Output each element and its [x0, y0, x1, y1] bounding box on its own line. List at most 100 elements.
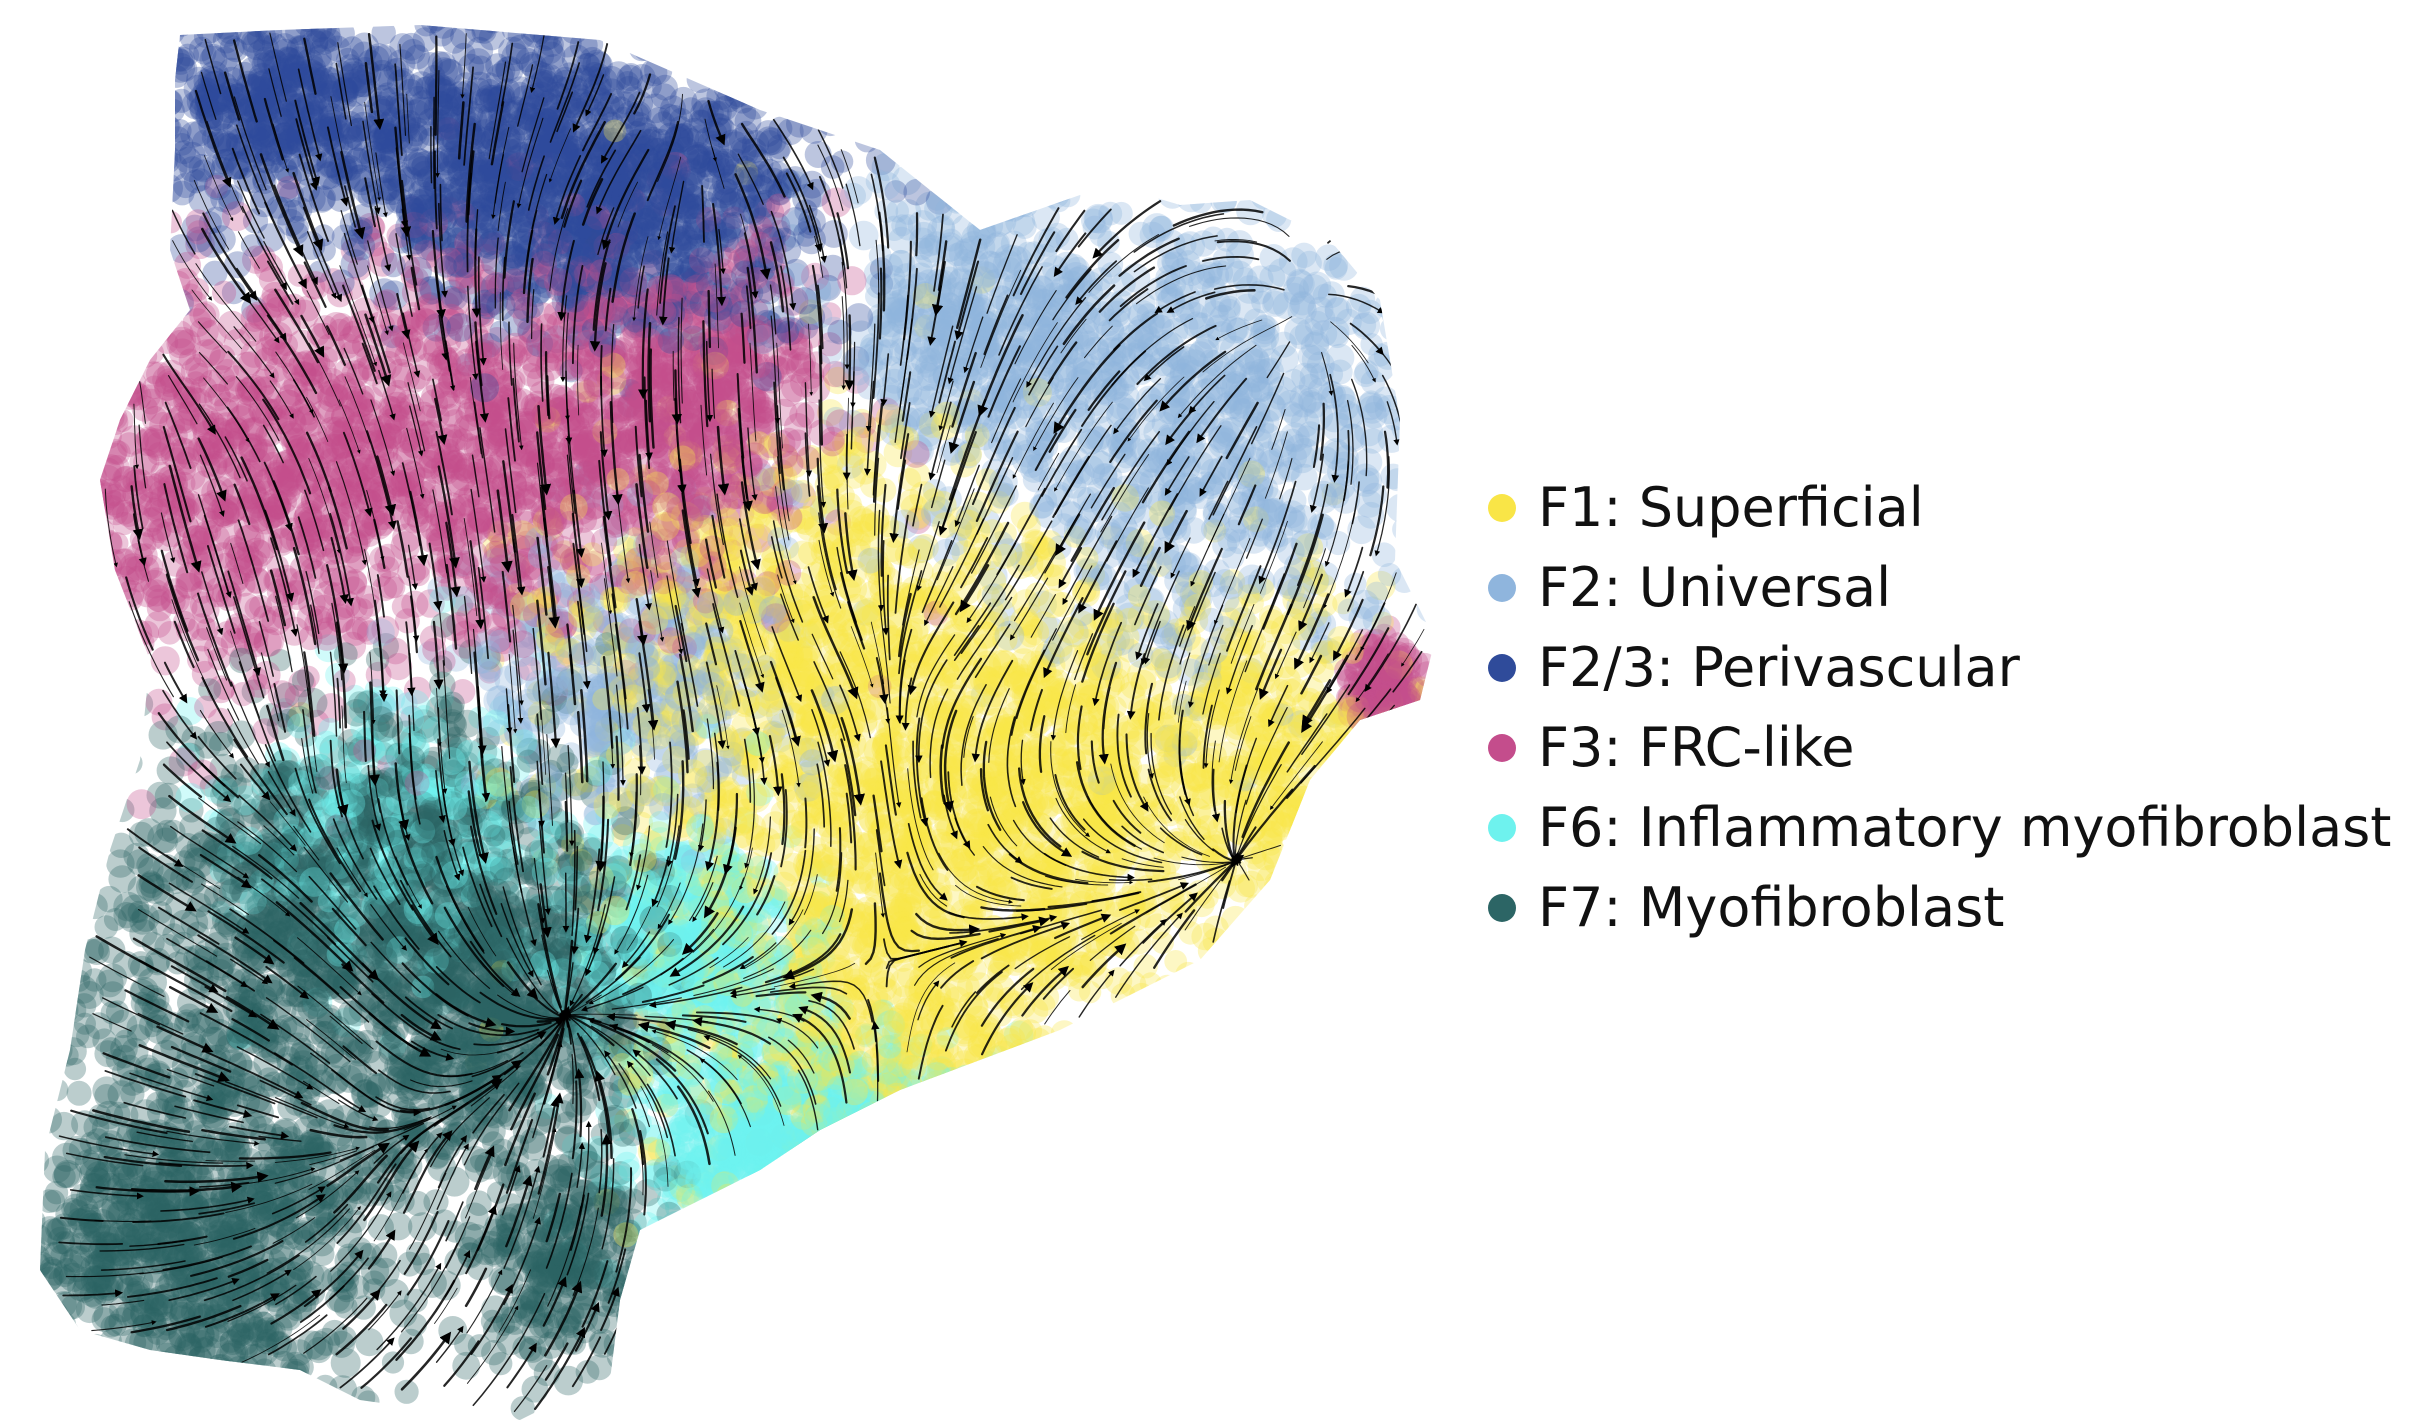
data-point: [1283, 198, 1308, 222]
data-point: [1329, 760, 1354, 785]
data-point: [223, 1399, 250, 1420]
data-point: [928, 1086, 957, 1115]
data-point: [933, 1083, 957, 1107]
data-point: [889, 1208, 916, 1235]
data-point: [255, 364, 279, 388]
data-point: [3, 1075, 26, 1098]
data-point: [932, 1235, 959, 1263]
data-point: [872, 1034, 902, 1065]
data-point: [69, 580, 99, 610]
data-point: [797, 1150, 825, 1178]
data-point: [144, 138, 172, 167]
data-point: [40, 598, 65, 624]
data-point: [847, 320, 876, 349]
data-point: [115, 87, 139, 112]
data-point: [873, 1213, 903, 1243]
data-point: [880, 1224, 903, 1247]
data-point: [403, 86, 433, 116]
data-point: [710, 415, 740, 445]
data-point: [1111, 764, 1139, 792]
data-point: [1377, 615, 1401, 639]
data-point: [1192, 442, 1221, 471]
data-point: [793, 1147, 820, 1173]
data-point: [902, 1089, 931, 1118]
data-point: [693, 261, 721, 289]
data-point: [760, 1167, 785, 1192]
data-point: [959, 1135, 984, 1160]
data-point: [657, 1218, 686, 1248]
data-point: [40, 343, 62, 367]
data-point: [944, 1200, 968, 1225]
data-point: [764, 1131, 788, 1154]
data-point: [801, 1152, 831, 1181]
data-point: [764, 1201, 792, 1229]
data-point: [189, 1368, 218, 1397]
data-point: [809, 1130, 839, 1159]
data-point: [372, 934, 398, 960]
data-point: [91, 120, 121, 150]
data-point: [721, 1230, 752, 1260]
data-point: [819, 1128, 844, 1153]
data-point: [474, 163, 505, 194]
data-point: [798, 1196, 821, 1220]
data-point: [0, 1206, 18, 1235]
data-point: [882, 1098, 911, 1127]
data-point: [862, 1209, 886, 1233]
data-point: [1219, 164, 1245, 191]
data-point: [769, 1176, 794, 1201]
data-point: [976, 1060, 999, 1083]
data-point: [906, 1243, 932, 1269]
data-point: [841, 1160, 868, 1187]
data-point: [789, 1174, 817, 1202]
data-point: [758, 75, 787, 104]
data-point: [829, 1123, 858, 1152]
data-point: [40, 1304, 55, 1335]
data-point: [10, 1248, 35, 1273]
data-point: [646, 25, 672, 45]
data-point: [622, 345, 652, 375]
data-point: [583, 691, 611, 720]
data-point: [900, 1133, 923, 1156]
data-point: [102, 358, 126, 382]
data-point: [814, 1144, 838, 1168]
data-point: [933, 1098, 959, 1124]
data-point: [1265, 165, 1295, 195]
data-point: [114, 620, 138, 644]
data-point: [825, 1212, 855, 1243]
data-point: [853, 1161, 883, 1191]
data-point: [285, 484, 310, 509]
data-point: [796, 360, 825, 390]
data-point: [485, 540, 510, 564]
data-point: [903, 1163, 926, 1186]
data-point: [82, 893, 108, 920]
data-point: [209, 1391, 234, 1417]
data-point: [760, 607, 789, 635]
data-point: [441, 28, 467, 54]
data-point: [552, 692, 576, 717]
data-point: [40, 358, 62, 384]
data-point: [804, 675, 834, 705]
data-point: [296, 104, 326, 134]
data-point: [87, 228, 117, 257]
data-point: [902, 1171, 927, 1196]
data-point: [128, 1353, 155, 1381]
data-point: [935, 1092, 962, 1119]
data-point: [923, 1099, 947, 1124]
data-point: [923, 1099, 951, 1127]
data-point: [78, 1334, 108, 1364]
data-point: [849, 1163, 879, 1193]
data-point: [806, 1197, 836, 1227]
data-point: [121, 56, 151, 85]
data-point: [485, 184, 515, 214]
data-point: [811, 1157, 841, 1186]
data-point: [865, 1209, 894, 1238]
data-point: [45, 1312, 69, 1337]
data-point: [114, 285, 138, 309]
data-point: [83, 1333, 109, 1359]
data-point: [1428, 677, 1435, 708]
data-point: [0, 1165, 14, 1192]
data-point: [92, 707, 120, 735]
data-point: [137, 43, 167, 73]
data-point: [804, 1220, 834, 1250]
data-point: [668, 1293, 692, 1317]
